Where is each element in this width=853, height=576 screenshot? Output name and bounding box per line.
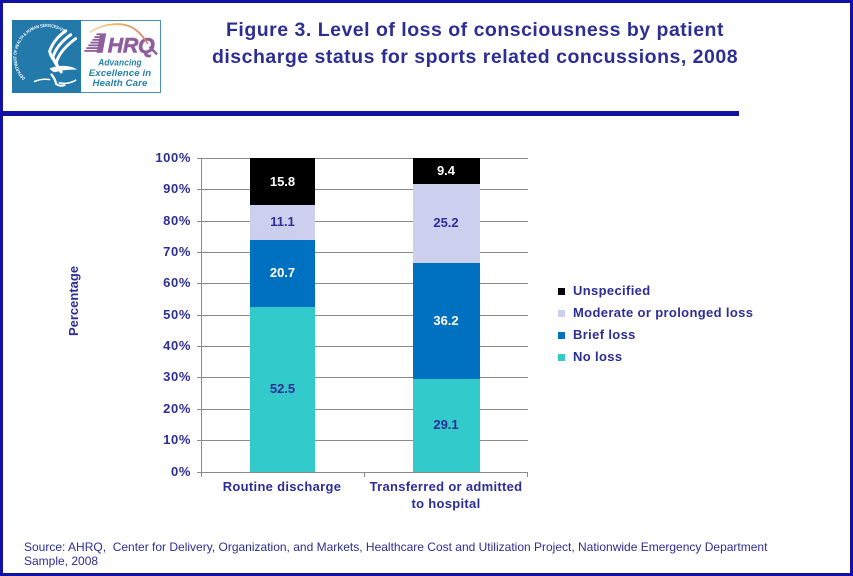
svg-text:HRQ: HRQ	[108, 34, 155, 58]
